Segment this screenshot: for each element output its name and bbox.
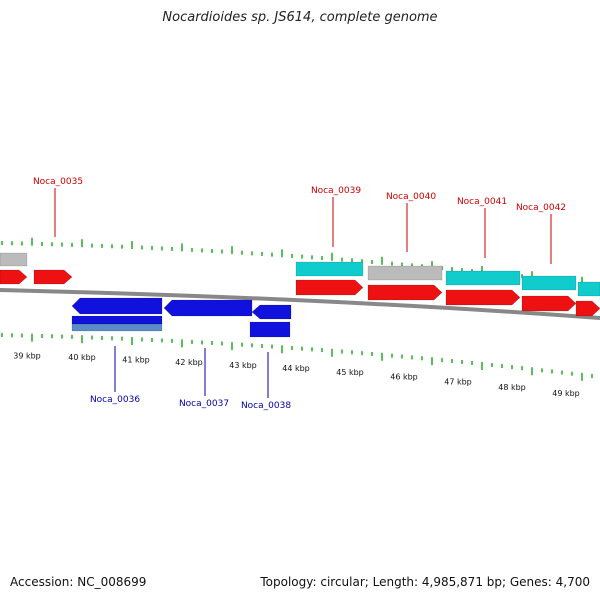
scale-label: 45 kbp xyxy=(336,368,364,377)
scale-label: 44 kbp xyxy=(282,364,310,373)
scale-label: 39 kbp xyxy=(13,352,41,361)
reverse-gene-bar xyxy=(249,321,291,338)
scale-label: 47 kbp xyxy=(444,378,472,387)
gene-label: Noca_0040 xyxy=(386,192,436,202)
scale-label: 46 kbp xyxy=(390,373,418,382)
scale-label: 42 kbp xyxy=(175,358,203,367)
forward-gene-arrow xyxy=(445,289,521,306)
feature-track xyxy=(0,252,600,338)
gene-label: Noca_0036 xyxy=(90,395,140,405)
feature-gray xyxy=(0,252,28,267)
scale-label: 49 kbp xyxy=(552,389,580,398)
inner-tick-track xyxy=(1,333,593,381)
gene-label: Noca_0041 xyxy=(457,197,507,207)
gene-label: Noca_0039 xyxy=(311,186,361,196)
accession-text: Accession: NC_008699 xyxy=(10,575,147,589)
feature-cyan xyxy=(445,270,521,286)
scale-label: 41 kbp xyxy=(122,355,150,364)
feature-cyan xyxy=(521,275,577,291)
forward-gene-arrow xyxy=(295,279,364,296)
scale-label: 43 kbp xyxy=(229,361,257,370)
feature-gray xyxy=(367,265,443,281)
forward-gene-arrow xyxy=(33,269,73,285)
forward-gene-arrow xyxy=(367,284,443,301)
reverse-gene-bar xyxy=(71,323,163,332)
scale-label: 40 kbp xyxy=(68,353,96,362)
forward-gene-arrow xyxy=(575,300,600,317)
genome-backbone xyxy=(0,288,600,320)
gene-label: Noca_0038 xyxy=(241,401,291,411)
genome-summary-text: Topology: circular; Length: 4,985,871 bp… xyxy=(260,575,590,589)
scale-labels: 39 kbp 40 kbp 41 kbp 42 kbp 43 kbp 44 kbp 45 k… xyxy=(13,352,580,398)
reverse-gene-arrow xyxy=(71,297,163,315)
reverse-gene-arrow xyxy=(251,304,292,320)
map-title: Nocardioides sp. JS614, complete genome xyxy=(162,10,438,25)
forward-gene-arrow xyxy=(521,295,577,312)
gene-label: Noca_0042 xyxy=(516,203,566,213)
feature-cyan xyxy=(295,261,364,277)
gene-callouts: Noca_0035 Noca_0039 Noca_0040 Noca_0041 Noca… xyxy=(33,177,566,411)
reverse-gene-arrow xyxy=(163,299,253,317)
scale-label: 48 kbp xyxy=(498,383,526,392)
forward-gene-arrow xyxy=(0,269,28,285)
feature-cyan xyxy=(577,281,600,297)
gene-label: Noca_0037 xyxy=(179,399,229,409)
gene-label: Noca_0035 xyxy=(33,177,83,187)
reverse-gene-bar xyxy=(71,315,163,325)
